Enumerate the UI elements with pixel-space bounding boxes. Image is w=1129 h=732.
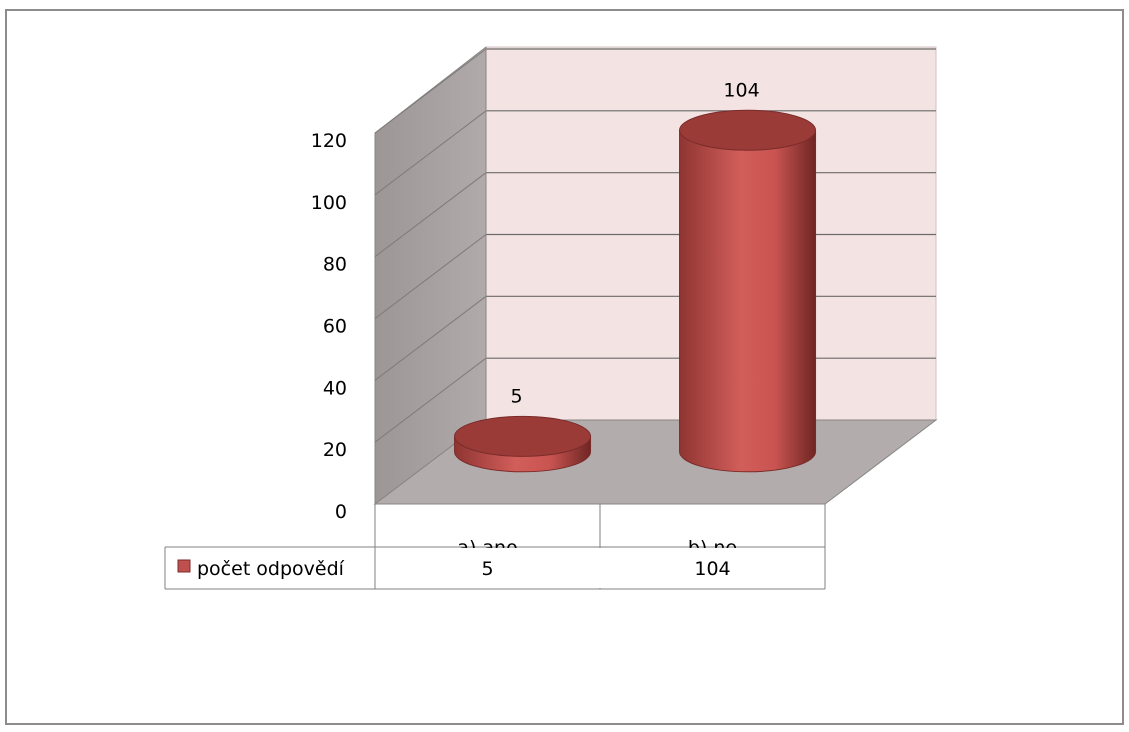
y-tick-label: 80 [323,254,347,276]
gridline-side [374,48,487,134]
y-tick-label: 20 [323,439,347,461]
data-label: 104 [723,79,759,101]
table-value: 5 [481,558,493,580]
bars [454,109,817,473]
table-value: 104 [694,558,730,580]
bar-1 [679,109,817,473]
bar-body [679,129,817,473]
y-axis: 0 20 40 60 80 100 120 [311,130,347,523]
data-label: 5 [511,385,523,407]
data-labels: 5 104 [511,79,760,407]
y-tick-label: 60 [323,316,347,338]
gridline-side [374,110,487,196]
series-name: počet odpovědí [197,558,345,580]
gridline-side [374,234,487,319]
y-tick-label: 40 [323,377,347,399]
bar-top [679,109,817,151]
legend-key [177,559,191,573]
gridline-side [374,357,487,443]
bar-top [454,415,592,457]
y-tick-label: 100 [311,192,347,214]
gridline-side [374,295,487,381]
table-row-bg [376,548,824,588]
y-tick-label: 120 [311,130,347,152]
gridline-side [374,172,487,258]
y-tick-label: 0 [335,501,347,523]
bar-0 [454,415,592,473]
